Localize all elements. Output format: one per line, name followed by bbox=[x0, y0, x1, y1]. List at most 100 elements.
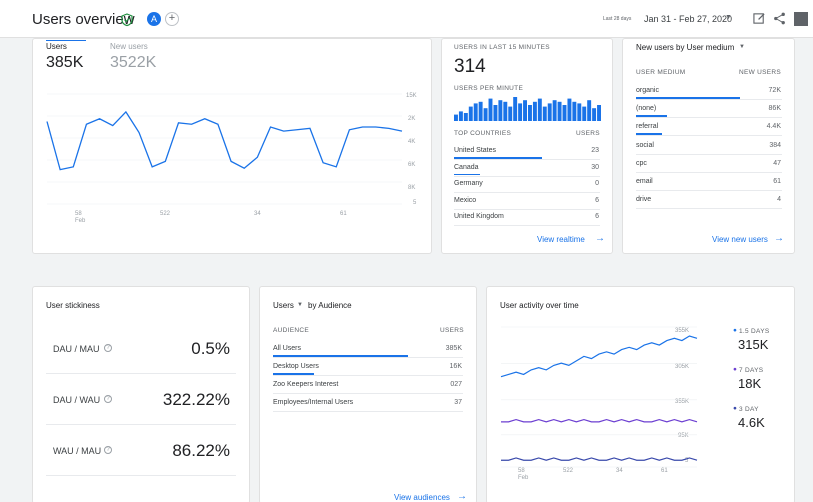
view-audiences-link[interactable]: View audiences bbox=[394, 493, 450, 502]
y-tick: 2K bbox=[408, 116, 416, 122]
page-title: Users overview bbox=[32, 11, 135, 28]
new-users-tab-label[interactable]: New users bbox=[110, 42, 148, 51]
medium-title[interactable]: New users by User medium bbox=[636, 43, 735, 52]
arrow-right-icon[interactable]: → bbox=[774, 233, 784, 244]
realtime-title: USERS IN LAST 15 MINUTES bbox=[454, 44, 550, 51]
date-range-selector[interactable]: Jan 31 - Feb 27, 2020 bbox=[644, 14, 733, 24]
audience-title-dimension: by Audience bbox=[308, 301, 352, 310]
divider bbox=[454, 225, 600, 226]
legend-dot: ● bbox=[733, 405, 738, 412]
medium-value: 47 bbox=[773, 159, 781, 167]
divider bbox=[454, 159, 600, 160]
per-minute-bar bbox=[567, 98, 572, 121]
arrow-right-icon[interactable]: → bbox=[595, 233, 605, 244]
legend-label: 7 DAYS bbox=[739, 367, 764, 374]
y-tick: 305K bbox=[675, 364, 690, 370]
medium-bar bbox=[636, 97, 740, 99]
customize-icon[interactable] bbox=[794, 12, 808, 26]
divider bbox=[636, 99, 782, 100]
y-tick: 6K bbox=[408, 162, 416, 168]
medium-label[interactable]: referral bbox=[636, 123, 659, 131]
country-label[interactable]: Mexico bbox=[454, 196, 477, 204]
per-minute-bar bbox=[468, 106, 473, 121]
avatar[interactable]: A bbox=[147, 12, 161, 26]
medium-label[interactable]: email bbox=[636, 178, 653, 185]
user-stickiness-card: User stickiness DAU / MAU ? 0.5% DAU / W… bbox=[32, 286, 250, 502]
divider bbox=[454, 192, 600, 193]
users-tab-label[interactable]: Users bbox=[46, 42, 67, 51]
stickiness-value: 322.22% bbox=[162, 390, 230, 409]
y-tick: 15K bbox=[406, 93, 417, 99]
country-value: 6 bbox=[595, 213, 599, 220]
divider bbox=[454, 175, 600, 177]
series-7-days bbox=[501, 418, 698, 423]
legend-value: 18K bbox=[738, 376, 762, 391]
chevron-down-icon[interactable]: ▼ bbox=[297, 302, 303, 308]
new-users-value[interactable]: 3522K bbox=[110, 54, 157, 71]
legend-value: 4.6K bbox=[738, 415, 765, 430]
view-realtime-link[interactable]: View realtime bbox=[537, 235, 585, 244]
audience-label[interactable]: Employees/Internal Users bbox=[273, 399, 354, 406]
x-tick: 58 bbox=[518, 468, 525, 474]
audience-value: 37 bbox=[454, 399, 462, 406]
x-tick: Feb bbox=[75, 218, 86, 224]
per-minute-bar bbox=[483, 108, 488, 121]
divider bbox=[454, 208, 600, 210]
per-minute-bar bbox=[537, 98, 542, 121]
legend-value: 315K bbox=[738, 337, 769, 352]
help-icon[interactable]: ? bbox=[104, 344, 112, 352]
share-icon[interactable] bbox=[773, 12, 786, 25]
divider bbox=[273, 375, 463, 376]
medium-bar bbox=[636, 115, 668, 117]
medium-label[interactable]: drive bbox=[636, 196, 652, 204]
arrow-right-icon[interactable]: → bbox=[457, 491, 467, 502]
y-tick: 5 bbox=[413, 200, 417, 206]
help-icon[interactable]: ? bbox=[104, 395, 112, 403]
x-tick: 522 bbox=[563, 468, 574, 474]
medium-label[interactable]: social bbox=[636, 141, 654, 149]
add-comparison-button[interactable]: + bbox=[165, 12, 179, 26]
medium-label[interactable]: (none) bbox=[636, 105, 657, 113]
country-label[interactable]: Canada bbox=[454, 163, 479, 171]
y-tick: 8K bbox=[408, 185, 416, 191]
stickiness-title: User stickiness bbox=[46, 301, 100, 310]
series-1-5-days bbox=[500, 335, 698, 378]
edit-icon[interactable] bbox=[753, 12, 766, 25]
per-minute-bar bbox=[513, 97, 518, 121]
date-range-label: Last 28 days bbox=[603, 16, 632, 22]
x-tick: Feb bbox=[518, 475, 529, 481]
medium-value: 86K bbox=[768, 105, 781, 113]
medium-label[interactable]: organic bbox=[636, 87, 659, 94]
per-minute-bar bbox=[572, 101, 577, 121]
audience-bar bbox=[273, 373, 314, 375]
view-new-users-link[interactable]: View new users bbox=[712, 235, 768, 244]
audience-label[interactable]: Zoo Keepers Interest bbox=[273, 381, 339, 388]
activity-title: User activity over time bbox=[500, 301, 579, 310]
series-3-day bbox=[501, 457, 698, 461]
y-tick: 4K bbox=[408, 139, 416, 145]
audience-title-metric[interactable]: Users bbox=[273, 301, 294, 310]
country-bar bbox=[454, 173, 481, 175]
users-header: USERS bbox=[576, 130, 600, 137]
help-icon[interactable]: ? bbox=[104, 446, 112, 454]
chevron-down-icon[interactable]: ▼ bbox=[739, 44, 745, 50]
audience-label[interactable]: All Users bbox=[273, 345, 302, 352]
per-minute-bar-chart bbox=[454, 97, 601, 121]
country-label[interactable]: United Kingdom bbox=[454, 213, 504, 220]
medium-label[interactable]: cpc bbox=[636, 159, 647, 167]
country-label[interactable]: United States bbox=[454, 147, 497, 154]
audience-label[interactable]: Desktop Users bbox=[273, 363, 319, 370]
medium-value: 384 bbox=[769, 141, 781, 149]
country-label[interactable]: Germany bbox=[454, 180, 483, 187]
x-tick: 34 bbox=[616, 468, 623, 474]
per-minute-bar bbox=[557, 101, 562, 121]
per-minute-bar bbox=[542, 106, 547, 121]
stickiness-value: 0.5% bbox=[191, 339, 230, 358]
divider bbox=[636, 117, 782, 119]
users-value[interactable]: 385K bbox=[46, 54, 84, 71]
x-tick: 61 bbox=[340, 211, 347, 217]
chevron-down-icon[interactable]: ▼ bbox=[725, 14, 732, 21]
top-bar: Users overview A + Last 28 days Jan 31 -… bbox=[0, 0, 813, 38]
medium-bar bbox=[636, 133, 662, 135]
audience-value: 385K bbox=[445, 345, 462, 352]
